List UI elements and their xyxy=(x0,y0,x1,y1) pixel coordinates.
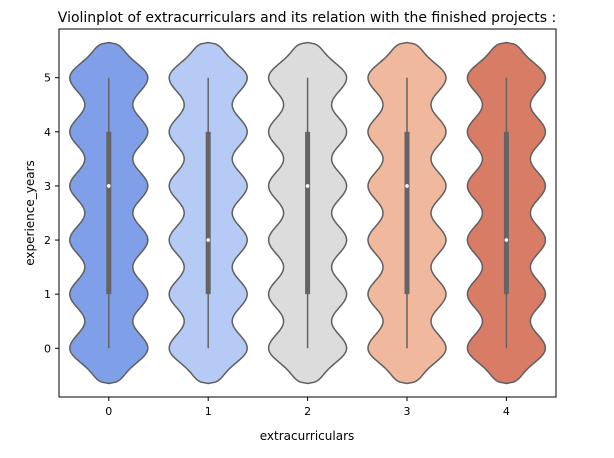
x-ticks: 0 1 2 3 4 xyxy=(105,397,510,418)
iqr-box-4 xyxy=(503,131,509,295)
y-axis-label: experience_years xyxy=(23,160,37,266)
median-point-4 xyxy=(504,238,509,242)
x-tick-label-4: 4 xyxy=(503,405,510,418)
y-tick-label-1: 1 xyxy=(44,288,51,301)
iqr-box-3 xyxy=(404,131,410,295)
boxes-layer xyxy=(106,77,509,349)
y-tick-label-0: 0 xyxy=(44,342,51,355)
x-tick-label-0: 0 xyxy=(105,405,112,418)
x-tick-label-3: 3 xyxy=(404,405,411,418)
iqr-box-0 xyxy=(106,131,112,295)
y-tick-label-2: 2 xyxy=(44,234,51,247)
x-axis-label: extracurriculars xyxy=(260,429,355,443)
x-tick-label-2: 2 xyxy=(304,405,311,418)
y-tick-label-5: 5 xyxy=(44,72,51,85)
y-ticks: 0 1 2 3 4 5 xyxy=(44,72,59,355)
median-point-2 xyxy=(305,184,310,188)
plot-frame xyxy=(58,28,557,398)
median-point-1 xyxy=(206,238,210,242)
median-point-3 xyxy=(405,184,409,188)
y-tick-label-4: 4 xyxy=(44,126,51,139)
chart-title: Violinplot of extracurriculars and its r… xyxy=(58,10,556,26)
median-point-0 xyxy=(107,184,111,188)
y-tick-label-3: 3 xyxy=(44,180,51,193)
x-tick-label-1: 1 xyxy=(205,405,212,418)
iqr-box-2 xyxy=(305,131,311,295)
iqr-box-1 xyxy=(205,131,211,295)
